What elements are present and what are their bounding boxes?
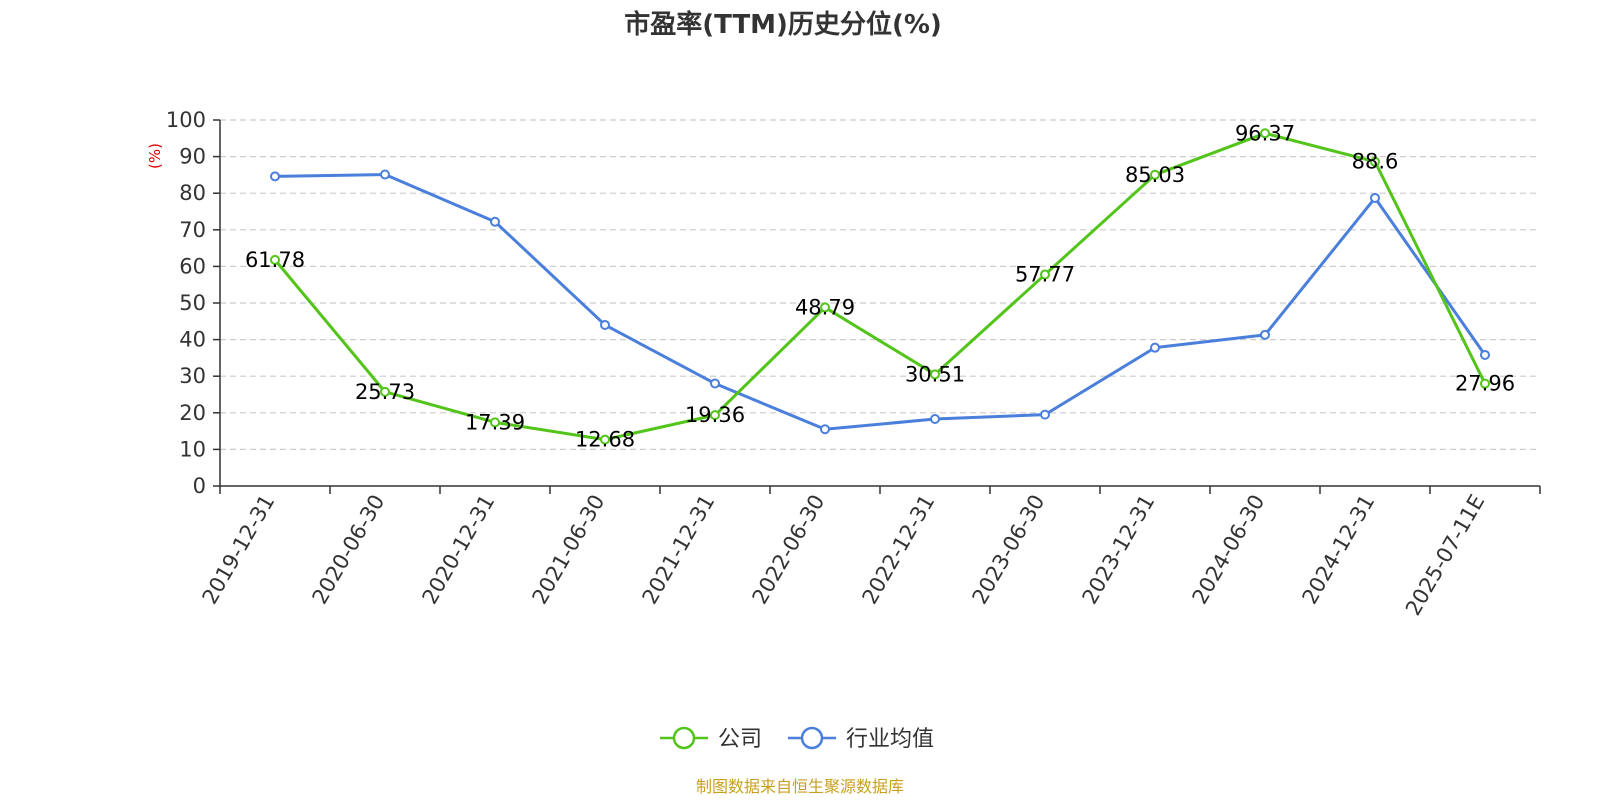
legend-swatch-marker [672,726,696,750]
data-point-industry-average[interactable] [1040,409,1050,420]
data-label-company: 48.79 [795,295,855,319]
data-label-company: 85.03 [1125,163,1185,187]
y-tick-label: 100 [166,108,206,132]
source-note: 制图数据来自恒生聚源数据库 [696,777,904,796]
data-point-company[interactable] [270,254,280,265]
legend-label-industry-average: 行业均值 [846,727,934,752]
data-label-company: 88.6 [1352,150,1399,174]
data-point-company[interactable] [380,386,390,397]
data-label-company: 61.78 [245,248,305,272]
x-tick-label: 2020-12-31 [418,491,500,609]
data-point-company[interactable] [1260,128,1270,139]
data-point-industry-average[interactable] [820,424,830,435]
x-axis: 2019-12-31 2020-06-30 2020-12-31 2021-06-30… [198,485,1541,620]
y-tick-label: 80 [179,181,206,205]
y-tick-label: 60 [179,254,206,278]
y-tick-label: 30 [179,364,206,388]
data-point-industry-average[interactable] [600,319,610,330]
data-point-company[interactable] [820,302,830,313]
data-labels: 61.78 25.73 17.39 12.68 19.36 48.79 30.51 57.77… [245,121,1515,451]
data-point-industry-average[interactable] [270,171,280,182]
data-point-company[interactable] [600,434,610,445]
y-tick-label: 50 [179,291,206,315]
data-point-industry-average[interactable] [1260,329,1270,340]
x-tick-label: 2021-06-30 [528,491,610,609]
data-label-company: 96.37 [1235,121,1295,145]
y-axis-unit-label: (%) [146,143,164,169]
data-point-company[interactable] [1370,156,1380,167]
data-label-company: 30.51 [905,362,965,386]
data-point-industry-average[interactable] [930,414,940,425]
legend-swatch-marker [800,726,824,750]
legend-label-company: 公司 [718,727,762,752]
data-point-company[interactable] [710,410,720,421]
x-tick-label: 2023-12-31 [1078,491,1160,609]
y-tick-label: 90 [179,145,206,169]
data-label-company: 12.68 [575,428,635,452]
x-tick-label: 2019-12-31 [198,491,280,609]
data-point-industry-average[interactable] [1480,349,1490,360]
series-line-industry-average [273,173,1487,431]
y-tick-label: 40 [179,328,206,352]
data-label-company: 27.96 [1455,372,1515,396]
data-label-company: 19.36 [685,403,745,427]
y-tick-label: 70 [179,218,206,242]
grid-lines [220,119,1540,450]
data-label-company: 25.73 [355,380,415,404]
data-point-industry-average[interactable] [1150,342,1160,353]
data-point-company[interactable] [490,417,500,428]
y-tick-label: 20 [179,401,206,425]
data-point-industry-average[interactable] [1370,192,1380,203]
data-point-company[interactable] [1150,169,1160,180]
y-tick-label: 0 [193,474,206,498]
data-point-industry-average[interactable] [380,169,390,180]
chart-title: 市盈率(TTM)历史分位(%) [624,9,942,40]
data-point-industry-average[interactable] [710,378,720,389]
series-layer [270,128,1490,445]
x-tick-label: 2022-06-30 [748,491,830,609]
data-point-company[interactable] [1040,269,1050,280]
x-tick-label: 2024-12-31 [1298,491,1380,609]
data-label-company: 17.39 [465,410,525,434]
y-axis: 0 10 20 30 40 50 60 70 80 90 100 [166,108,221,498]
x-tick-label: 2021-12-31 [638,491,720,609]
legend-item-industry-average[interactable]: 行业均值 [788,726,934,752]
x-tick-label: 2022-12-31 [858,491,940,609]
x-tick-label: 2023-06-30 [968,491,1050,609]
data-label-company: 57.77 [1015,263,1075,287]
y-tick-label: 10 [179,437,206,461]
legend-item-company[interactable]: 公司 [660,726,762,752]
x-tick-label: 2024-06-30 [1188,491,1270,609]
data-point-company[interactable] [1480,378,1490,389]
data-point-company[interactable] [930,369,940,380]
data-point-industry-average[interactable] [490,216,500,227]
legend: 公司 行业均值 [660,726,934,752]
series-line-company [273,131,1487,442]
x-tick-label: 2025-07-11E [1401,491,1489,620]
x-tick-label: 2020-06-30 [308,491,390,609]
